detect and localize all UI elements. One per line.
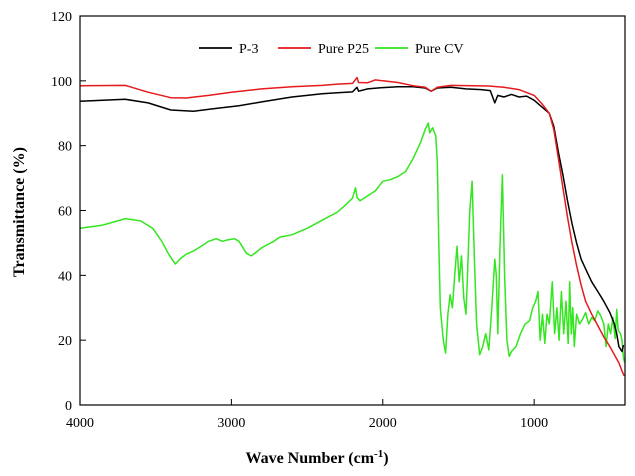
y-tick-label: 80 <box>58 140 72 155</box>
x-tick-label: 2000 <box>369 416 397 431</box>
x-axis-title-superscript: -1 <box>374 448 383 460</box>
y-axis-title: Transmittance (%) <box>11 147 28 277</box>
y-tick-label: 0 <box>65 399 72 414</box>
legend: P-3 Pure P25 Pure CV <box>199 42 464 57</box>
x-axis-title-main: Wave Number (cm <box>245 450 374 467</box>
series-line-pure-cv <box>79 122 626 364</box>
x-axis-title: Wave Number (cm-1) <box>245 448 388 467</box>
plot-lines <box>79 76 626 377</box>
series-line-p-3 <box>79 85 625 353</box>
y-tick-label: 40 <box>58 269 72 284</box>
y-tick-label: 60 <box>58 205 72 220</box>
y-tick-label: 100 <box>51 75 72 90</box>
y-tick-label: 120 <box>51 10 72 25</box>
legend-label: Pure P25 <box>318 42 369 57</box>
x-tick-label: 1000 <box>520 416 548 431</box>
plot-frame <box>79 15 626 406</box>
x-axis-title-suffix: ) <box>383 450 388 467</box>
legend-label: Pure CV <box>415 42 464 57</box>
y-axis-ticks: 0 20 40 60 80 100 120 <box>51 10 86 414</box>
legend-label: P-3 <box>239 42 258 57</box>
x-axis-ticks: 4000 3000 2000 1000 <box>66 399 548 431</box>
x-tick-label: 4000 <box>66 416 94 431</box>
x-tick-label: 3000 <box>217 416 245 431</box>
series-line-pure-p25 <box>79 76 625 377</box>
y-tick-label: 20 <box>58 334 72 349</box>
